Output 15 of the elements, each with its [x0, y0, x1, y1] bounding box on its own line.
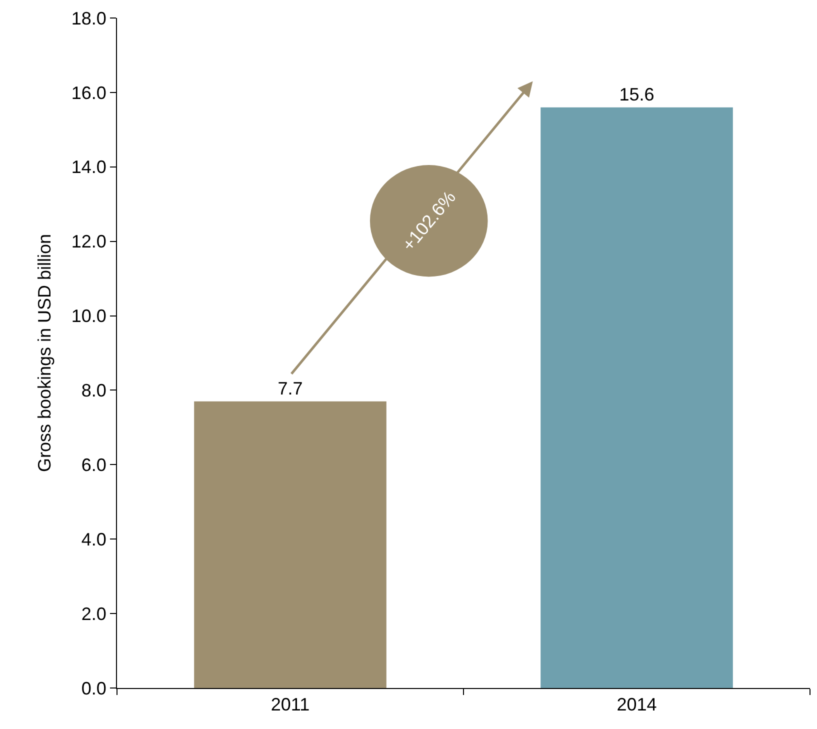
y-tick-label: 8.0: [81, 380, 106, 401]
y-tick-label: 4.0: [81, 529, 106, 550]
y-tick-label: 10.0: [71, 306, 106, 326]
y-tick-label: 18.0: [71, 8, 106, 28]
x-tick-label: 2014: [616, 694, 657, 715]
y-tick-label: 6.0: [81, 454, 106, 475]
data-label: 15.6: [619, 84, 654, 104]
y-tick-label: 2.0: [81, 604, 106, 624]
x-tick-label: 2011: [270, 694, 310, 715]
y-tick-label: 12.0: [71, 232, 106, 252]
y-tick-label: 16.0: [71, 82, 106, 103]
y-tick-label: 14.0: [71, 157, 106, 178]
y-tick-label: 0.0: [81, 678, 106, 698]
data-label: 7.7: [278, 378, 303, 398]
y-axis-title: Gross bookings in USD billion: [34, 234, 55, 472]
